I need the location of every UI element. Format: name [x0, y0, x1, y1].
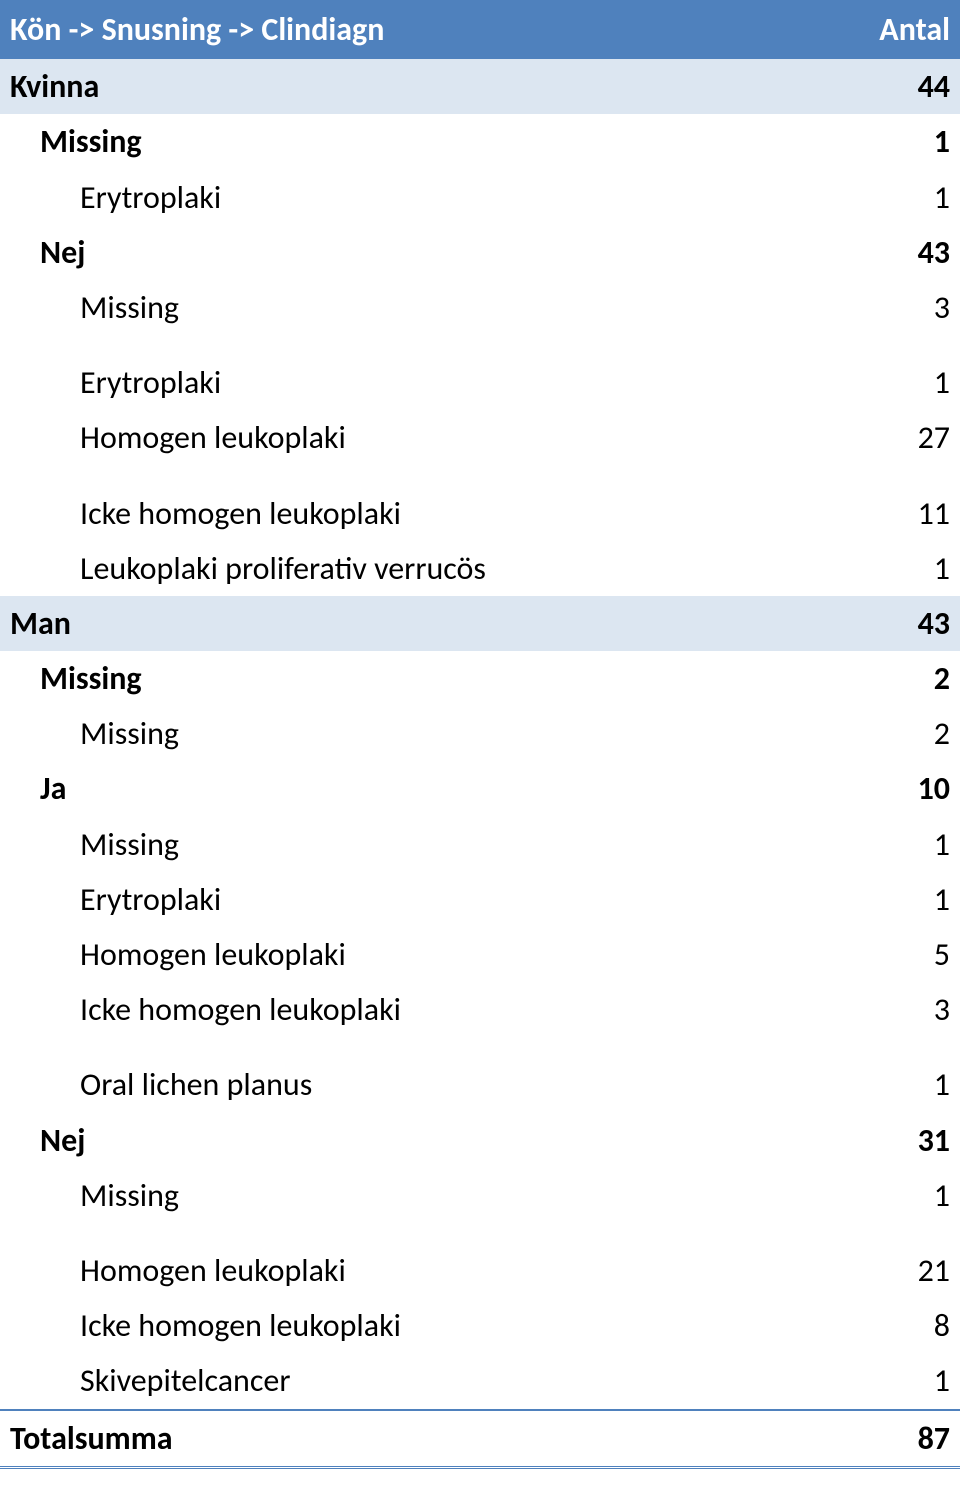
row-label: Icke homogen leukoplaki [0, 982, 820, 1037]
table-row: Missing1 [0, 1168, 960, 1223]
row-value: 31 [820, 1113, 960, 1168]
total-label: Totalsumma [0, 1410, 820, 1468]
row-value: 21 [820, 1243, 960, 1298]
row-value: 10 [820, 761, 960, 816]
row-value: 27 [820, 410, 960, 465]
spacer-cell [0, 466, 960, 486]
row-value: 43 [820, 225, 960, 280]
spacer-row [0, 1037, 960, 1057]
row-value: 2 [820, 651, 960, 706]
row-label: Ja [0, 761, 820, 816]
table-row: Oral lichen planus1 [0, 1057, 960, 1112]
spacer-row [0, 466, 960, 486]
header-label: Kön -> Snusning -> Clindiagn [0, 1, 820, 58]
row-label: Erytroplaki [0, 170, 820, 225]
table-row: Homogen leukoplaki27 [0, 410, 960, 465]
row-label: Erytroplaki [0, 355, 820, 410]
spacer-cell [0, 1223, 960, 1243]
row-value: 1 [820, 170, 960, 225]
spacer-cell [0, 1037, 960, 1057]
row-label: Missing [0, 114, 820, 169]
row-value: 1 [820, 355, 960, 410]
row-label: Icke homogen leukoplaki [0, 1298, 820, 1353]
row-value: 3 [820, 280, 960, 335]
table-row: Erytroplaki1 [0, 872, 960, 927]
spacer-row [0, 1223, 960, 1243]
table-row: Missing1 [0, 114, 960, 169]
table-row: Missing2 [0, 651, 960, 706]
row-label: Man [0, 596, 820, 651]
row-value: 8 [820, 1298, 960, 1353]
row-value: 5 [820, 927, 960, 982]
row-value: 1 [820, 541, 960, 596]
row-value: 1 [820, 114, 960, 169]
row-label: Nej [0, 1113, 820, 1168]
spacer-row [0, 335, 960, 355]
table-row: Erytroplaki1 [0, 355, 960, 410]
row-label: Missing [0, 280, 820, 335]
table-row: Erytroplaki1 [0, 170, 960, 225]
table-row: Icke homogen leukoplaki11 [0, 486, 960, 541]
table-row: Nej31 [0, 1113, 960, 1168]
total-row: Totalsumma87 [0, 1410, 960, 1468]
row-value: 1 [820, 817, 960, 872]
table-row: Icke homogen leukoplaki3 [0, 982, 960, 1037]
table-row: Kvinna44 [0, 58, 960, 114]
row-value: 2 [820, 706, 960, 761]
total-value: 87 [820, 1410, 960, 1468]
row-label: Missing [0, 706, 820, 761]
row-label: Skivepitelcancer [0, 1353, 820, 1409]
row-value: 11 [820, 486, 960, 541]
row-value: 1 [820, 1168, 960, 1223]
row-label: Kvinna [0, 58, 820, 114]
row-label: Missing [0, 1168, 820, 1223]
table-row: Missing1 [0, 817, 960, 872]
table-row: Nej43 [0, 225, 960, 280]
row-label: Homogen leukoplaki [0, 927, 820, 982]
table-row: Missing3 [0, 280, 960, 335]
table-row: Ja10 [0, 761, 960, 816]
row-label: Icke homogen leukoplaki [0, 486, 820, 541]
row-label: Erytroplaki [0, 872, 820, 927]
row-label: Nej [0, 225, 820, 280]
row-value: 1 [820, 1353, 960, 1409]
row-label: Missing [0, 651, 820, 706]
row-label: Homogen leukoplaki [0, 1243, 820, 1298]
row-value: 43 [820, 596, 960, 651]
row-value: 44 [820, 58, 960, 114]
row-label: Leukoplaki proliferativ verrucös [0, 541, 820, 596]
table-row: Skivepitelcancer1 [0, 1353, 960, 1409]
table-row: Homogen leukoplaki5 [0, 927, 960, 982]
header-value-label: Antal [820, 1, 960, 58]
row-value: 3 [820, 982, 960, 1037]
table-row: Leukoplaki proliferativ verrucös1 [0, 541, 960, 596]
row-label: Oral lichen planus [0, 1057, 820, 1112]
spacer-cell [0, 335, 960, 355]
row-label: Homogen leukoplaki [0, 410, 820, 465]
table-row: Missing2 [0, 706, 960, 761]
row-value: 1 [820, 1057, 960, 1112]
row-label: Missing [0, 817, 820, 872]
table-row: Homogen leukoplaki21 [0, 1243, 960, 1298]
row-value: 1 [820, 872, 960, 927]
table-header-row: Kön -> Snusning -> ClindiagnAntal [0, 1, 960, 58]
table-row: Man43 [0, 596, 960, 651]
pivot-table-page: Kön -> Snusning -> ClindiagnAntalKvinna4… [0, 0, 960, 1469]
pivot-table: Kön -> Snusning -> ClindiagnAntalKvinna4… [0, 0, 960, 1469]
table-row: Icke homogen leukoplaki8 [0, 1298, 960, 1353]
